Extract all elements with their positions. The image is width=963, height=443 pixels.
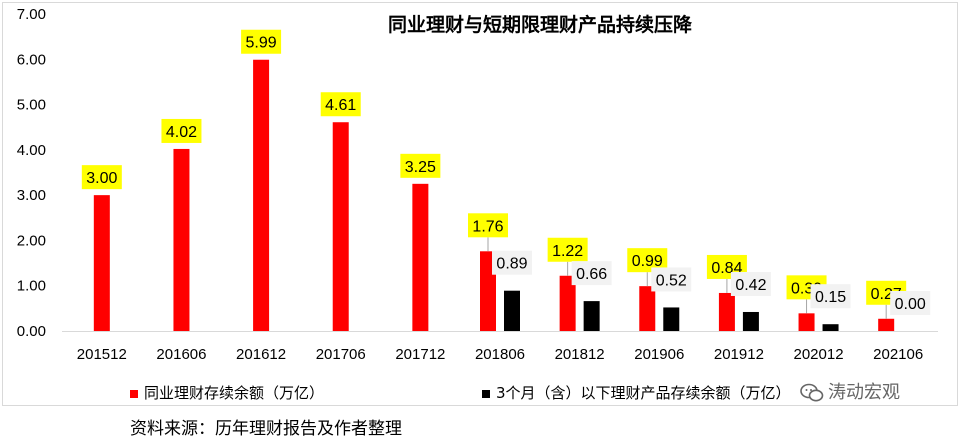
- legend-item-short-term: 3个月（含）以下理财产品存续余额（万亿）: [482, 382, 791, 403]
- legend-label-short-term: 3个月（含）以下理财产品存续余额（万亿）: [496, 384, 791, 402]
- bar-interbank: [173, 148, 190, 331]
- data-label-short-term: 0.89: [496, 256, 527, 273]
- legend-swatch-black: [482, 389, 490, 398]
- x-tick-label: 202106: [873, 346, 923, 363]
- data-label-bg-short-term: [810, 284, 851, 309]
- data-label-short-term: 0.42: [735, 277, 766, 294]
- data-label-bg-interbank: [320, 92, 361, 117]
- bar-interbank: [559, 275, 576, 331]
- wechat-icon: [800, 383, 824, 402]
- data-label-interbank: 3.25: [405, 159, 436, 176]
- data-label-short-term: 0.52: [656, 272, 687, 289]
- bar-interbank: [798, 313, 815, 331]
- x-tick-label: 201812: [555, 346, 605, 363]
- data-label-interbank: 4.61: [325, 97, 356, 114]
- bar-short-term: [663, 307, 680, 331]
- data-label-bg-interbank: [547, 237, 588, 262]
- x-tick-label: 201612: [236, 346, 286, 363]
- data-label-interbank: 1.76: [472, 218, 503, 235]
- bar-interbank: [332, 122, 349, 332]
- bar-short-term: [504, 290, 520, 331]
- data-label-interbank: 0.99: [632, 253, 663, 270]
- y-tick-label: 5.00: [17, 97, 46, 114]
- chart-title: 同业理财与短期限理财产品持续压降: [388, 13, 693, 36]
- y-tick-label: 1.00: [17, 278, 46, 295]
- data-label-bg-interbank: [241, 29, 282, 54]
- data-label-interbank: 5.99: [246, 35, 277, 52]
- legend-label-interbank: 同业理财存续余额（万亿）: [144, 384, 325, 402]
- x-tick-label: 201512: [77, 346, 127, 363]
- y-tick-label: 2.00: [17, 232, 46, 249]
- x-tick-label: 201706: [316, 346, 366, 363]
- x-tick-label: 201906: [634, 346, 684, 363]
- x-tick-label: 201712: [395, 346, 445, 363]
- data-label-bg-short-term: [730, 271, 771, 296]
- y-tick-label: 7.00: [17, 6, 46, 23]
- data-label-bg-short-term: [571, 261, 612, 286]
- y-tick-label: 0.00: [17, 323, 46, 340]
- data-label-bg-short-term: [890, 291, 931, 315]
- data-label-bg-interbank: [81, 165, 122, 190]
- data-label-bg-interbank: [400, 153, 441, 178]
- data-label-bg-short-term: [651, 267, 692, 292]
- bar-short-term: [742, 311, 759, 331]
- bar-interbank: [93, 195, 110, 331]
- data-label-bg-short-term: [492, 250, 532, 275]
- y-tick-label: 6.00: [17, 51, 46, 68]
- x-tick-label: 201912: [714, 346, 764, 363]
- bar-interbank: [253, 59, 270, 331]
- bar-interbank: [718, 292, 735, 331]
- bar-short-term: [583, 301, 600, 331]
- data-label-interbank: 3.00: [86, 170, 117, 187]
- y-tick-label: 4.00: [17, 142, 46, 159]
- data-label-bg-interbank: [468, 213, 508, 238]
- data-label-interbank: 1.22: [552, 243, 583, 260]
- bar-short-term: [822, 324, 839, 331]
- x-tick-label: 201606: [156, 346, 206, 363]
- data-label-short-term: 0.66: [576, 266, 607, 283]
- y-tick-label: 3.00: [17, 187, 46, 204]
- chart-frame: [2, 2, 958, 406]
- bar-interbank: [639, 286, 656, 331]
- legend-item-interbank: 同业理财存续余额（万亿）: [130, 382, 324, 403]
- x-tick-label: 201806: [475, 346, 525, 363]
- data-label-bg-interbank: [161, 118, 202, 143]
- x-tick-label: 202012: [794, 346, 844, 363]
- data-label-interbank: 4.02: [166, 124, 197, 141]
- bar-interbank: [878, 318, 895, 331]
- data-label-short-term: 0.00: [895, 296, 926, 313]
- legend-swatch-red: [130, 389, 138, 398]
- watermark-text: 涛动宏观: [828, 382, 900, 403]
- bar-interbank: [412, 183, 429, 331]
- watermark: 涛动宏观: [800, 378, 900, 404]
- source-note: 资料来源：历年理财报告及作者整理: [130, 419, 402, 439]
- data-label-short-term: 0.15: [815, 289, 846, 306]
